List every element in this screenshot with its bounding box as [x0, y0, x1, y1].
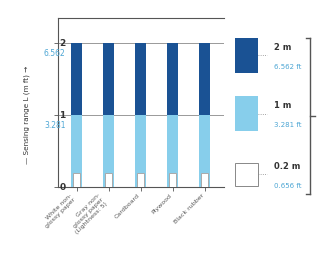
- Text: 0.656 ft: 0.656 ft: [274, 183, 301, 189]
- Bar: [199, 115, 211, 187]
- Text: 0: 0: [60, 183, 66, 192]
- Bar: [235, 96, 258, 131]
- Bar: [169, 173, 176, 187]
- Bar: [135, 115, 147, 187]
- Text: 3.281 ft: 3.281 ft: [274, 122, 301, 128]
- Bar: [199, 43, 211, 115]
- Text: 1: 1: [59, 111, 66, 120]
- Text: 3.281: 3.281: [44, 121, 66, 130]
- Bar: [201, 173, 208, 187]
- Text: 2 m: 2 m: [274, 43, 291, 52]
- Text: 1 m: 1 m: [274, 101, 291, 110]
- Bar: [235, 38, 258, 73]
- Text: 6.562: 6.562: [44, 49, 66, 58]
- Bar: [167, 115, 179, 187]
- Bar: [105, 173, 112, 187]
- Text: 6.562 ft: 6.562 ft: [274, 64, 301, 70]
- Bar: [137, 173, 144, 187]
- Bar: [235, 162, 258, 186]
- Bar: [71, 115, 83, 187]
- Bar: [167, 43, 179, 115]
- Bar: [73, 173, 80, 187]
- Bar: [103, 43, 115, 115]
- Text: 2: 2: [59, 39, 66, 48]
- Bar: [135, 43, 147, 115]
- Text: 0.2 m: 0.2 m: [274, 162, 300, 171]
- Text: — Sensing range L (m ft) →: — Sensing range L (m ft) →: [24, 66, 30, 164]
- Bar: [103, 115, 115, 187]
- Bar: [71, 43, 83, 115]
